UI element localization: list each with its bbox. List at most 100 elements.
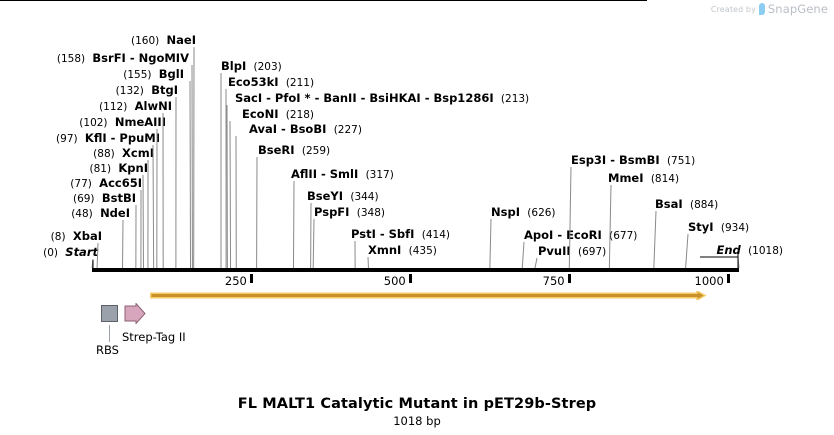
enzyme-label-row[interactable]: AvaI - BsoBI (227) bbox=[249, 123, 362, 136]
orf-arrow-shape[interactable] bbox=[150, 291, 707, 300]
axis-tick-label: 750 bbox=[542, 274, 565, 288]
enzyme-label-row[interactable]: (69) BstBI bbox=[73, 192, 136, 205]
enzyme-name[interactable]: NgoMIV bbox=[138, 51, 189, 65]
enzyme-label-row[interactable]: (97) KflI - PpuMI bbox=[56, 132, 160, 145]
enzyme-label-row[interactable]: NspI (626) bbox=[491, 206, 556, 219]
enzyme-position: (0) bbox=[43, 247, 58, 259]
enzyme-name[interactable]: BsiHKAI bbox=[369, 91, 421, 105]
enzyme-label-row[interactable]: (88) XcmI bbox=[93, 147, 154, 160]
enzyme-name[interactable]: StyI bbox=[688, 220, 714, 234]
enzyme-separator: - bbox=[310, 91, 324, 105]
enzyme-name[interactable]: EcoRI bbox=[566, 228, 602, 242]
enzyme-label-row[interactable]: BlpI (203) bbox=[221, 60, 282, 73]
enzyme-label-row[interactable]: (160) NaeI bbox=[131, 34, 196, 47]
enzyme-label-row[interactable]: (158) BsrFI - NgoMIV bbox=[57, 52, 189, 65]
enzyme-name[interactable]: PstI bbox=[351, 227, 376, 241]
axis-tick-mark bbox=[726, 274, 730, 283]
enzyme-name[interactable]: XbaI bbox=[72, 229, 102, 243]
enzyme-position: (344) bbox=[350, 191, 379, 203]
enzyme-name[interactable]: MmeI bbox=[608, 171, 644, 185]
enzyme-label-row[interactable]: StyI (934) bbox=[688, 221, 749, 234]
enzyme-name[interactable]: PfoI * bbox=[274, 91, 311, 105]
enzyme-label-row[interactable]: Esp3I - BsmBI (751) bbox=[571, 154, 695, 167]
enzyme-name[interactable]: BanII bbox=[323, 91, 357, 105]
enzyme-name[interactable]: PpuMI bbox=[119, 131, 160, 145]
enzyme-label-row[interactable]: Eco53kI (211) bbox=[228, 76, 314, 89]
enzyme-position: (218) bbox=[285, 109, 315, 121]
enzyme-name[interactable]: BsmBI bbox=[619, 153, 660, 167]
enzyme-label-row[interactable]: (0) Start bbox=[43, 246, 98, 259]
enzyme-name[interactable]: BtgI bbox=[151, 83, 178, 97]
enzyme-name[interactable]: BsoBI bbox=[289, 122, 327, 136]
enzyme-name[interactable]: XcmI bbox=[122, 146, 154, 160]
enzyme-separator: - bbox=[316, 167, 330, 181]
enzyme-label-row[interactable]: EcoNI (218) bbox=[242, 108, 314, 121]
enzyme-label-row[interactable]: (132) BtgI bbox=[116, 84, 178, 97]
enzyme-name[interactable]: XmnI bbox=[368, 243, 402, 257]
enzyme-separator: - bbox=[356, 91, 370, 105]
enzyme-label-row[interactable]: (102) NmeAIII bbox=[79, 116, 166, 129]
snapgene-watermark: Created by SnapGene bbox=[711, 2, 828, 16]
enzyme-position: (112) bbox=[99, 101, 128, 113]
enzyme-position: (48) bbox=[71, 208, 93, 220]
enzyme-name[interactable]: SbfI bbox=[388, 227, 415, 241]
axis-hairline bbox=[0, 0, 647, 1]
enzyme-name[interactable]: BglI bbox=[158, 67, 184, 81]
enzyme-name[interactable]: PspFI bbox=[314, 205, 350, 219]
watermark-brand-label: SnapGene bbox=[767, 2, 828, 16]
enzyme-position: (697) bbox=[577, 246, 607, 258]
enzyme-name[interactable]: KpnI bbox=[118, 161, 148, 175]
enzyme-name[interactable]: BstBI bbox=[101, 191, 136, 205]
enzyme-name[interactable]: End bbox=[716, 243, 741, 257]
enzyme-label-row[interactable]: SacI - PfoI * - BanII - BsiHKAI - Bsp128… bbox=[235, 92, 529, 105]
enzyme-name[interactable]: NdeI bbox=[100, 206, 130, 220]
enzyme-label-row[interactable]: AflII - SmlI (317) bbox=[291, 168, 394, 181]
enzyme-name[interactable]: Eco53kI bbox=[228, 75, 279, 89]
enzyme-name[interactable]: AvaI bbox=[249, 122, 278, 136]
enzyme-name[interactable]: BsaI bbox=[655, 197, 683, 211]
enzyme-name[interactable]: BseRI bbox=[258, 143, 295, 157]
feature-rbs-box[interactable] bbox=[101, 305, 118, 322]
enzyme-label-row[interactable]: BsaI (884) bbox=[655, 198, 718, 211]
enzyme-name[interactable]: SacI bbox=[235, 91, 263, 105]
enzyme-label-row[interactable]: (48) NdeI bbox=[71, 207, 130, 220]
enzyme-name[interactable]: BseYI bbox=[307, 189, 344, 203]
enzyme-label-row[interactable]: BseYI (344) bbox=[307, 190, 379, 203]
enzyme-label-row[interactable]: MmeI (814) bbox=[608, 172, 679, 185]
enzyme-label-row[interactable]: (81) KpnI bbox=[90, 162, 148, 175]
enzyme-name[interactable]: Bsp1286I bbox=[433, 91, 494, 105]
enzyme-label-row[interactable]: (77) Acc65I bbox=[70, 177, 142, 190]
enzyme-name[interactable]: AlwNI bbox=[134, 99, 172, 113]
enzyme-label-row[interactable]: PspFI (348) bbox=[314, 206, 385, 219]
enzyme-name[interactable]: NmeAIII bbox=[114, 115, 166, 129]
enzyme-name[interactable]: SmlI bbox=[329, 167, 359, 181]
enzyme-label-row[interactable]: (155) BglI bbox=[123, 68, 184, 81]
enzyme-position: (1018) bbox=[748, 245, 783, 257]
enzyme-name[interactable]: KflI bbox=[84, 131, 107, 145]
feature-strep-tag-arrow[interactable] bbox=[124, 303, 146, 324]
enzyme-name[interactable]: EcoNI bbox=[242, 107, 279, 121]
enzyme-position: (348) bbox=[356, 207, 385, 219]
axis-tick-mark bbox=[249, 274, 253, 283]
enzyme-separator: - bbox=[262, 91, 275, 105]
enzyme-name[interactable]: Start bbox=[65, 245, 98, 259]
enzyme-name[interactable]: BsrFI bbox=[92, 51, 126, 65]
enzyme-name[interactable]: PvuII bbox=[538, 244, 571, 258]
enzyme-label-row[interactable]: PvuII (697) bbox=[538, 245, 606, 258]
enzyme-label-row[interactable]: (8) XbaI bbox=[51, 230, 102, 243]
enzyme-label-row[interactable]: ApoI - EcoRI (677) bbox=[524, 229, 637, 242]
enzyme-label-row[interactable]: (112) AlwNI bbox=[99, 100, 172, 113]
enzyme-label-row[interactable]: XmnI (435) bbox=[368, 244, 437, 257]
enzyme-name[interactable]: NaeI bbox=[166, 33, 196, 47]
enzyme-name[interactable]: Esp3I bbox=[571, 153, 607, 167]
enzyme-position: (626) bbox=[527, 207, 556, 219]
enzyme-name[interactable]: Acc65I bbox=[99, 176, 142, 190]
enzyme-name[interactable]: BlpI bbox=[221, 59, 247, 73]
enzyme-name[interactable]: NspI bbox=[491, 205, 520, 219]
enzyme-name[interactable]: AflII bbox=[291, 167, 317, 181]
enzyme-label-row[interactable]: BseRI (259) bbox=[258, 144, 330, 157]
orf-arrow[interactable] bbox=[120, 291, 736, 300]
enzyme-label-row[interactable]: End (1018) bbox=[716, 244, 783, 257]
enzyme-label-row[interactable]: PstI - SbfI (414) bbox=[351, 228, 450, 241]
enzyme-name[interactable]: ApoI bbox=[524, 228, 554, 242]
